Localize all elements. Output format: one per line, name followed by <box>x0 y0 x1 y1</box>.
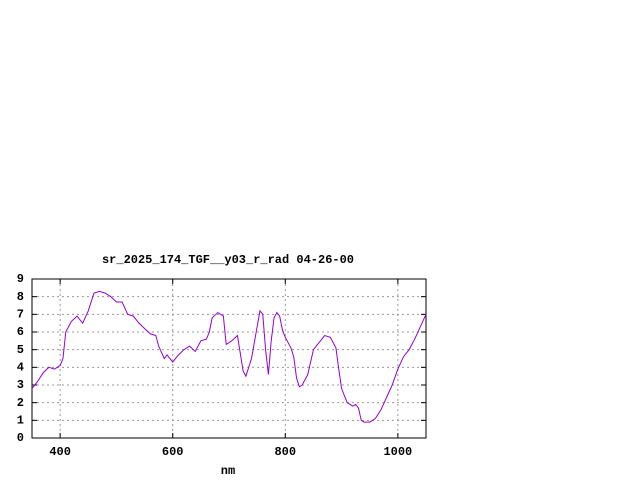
y-tick-label: 3 <box>17 378 24 392</box>
x-tick-label: 800 <box>274 445 296 459</box>
y-tick-label: 9 <box>17 272 24 286</box>
y-tick-label: 5 <box>17 343 24 357</box>
x-axis-label: nm <box>221 464 235 478</box>
plot-frame <box>31 278 427 439</box>
y-tick-label: 7 <box>17 308 24 322</box>
y-tick-label: 8 <box>17 290 24 304</box>
x-tick-label: 600 <box>162 445 184 459</box>
x-tick-label: 1000 <box>383 445 412 459</box>
x-tick-label: 400 <box>49 445 71 459</box>
y-tick-label: 2 <box>17 396 24 410</box>
chart-title: sr_2025_174_TGF__y03_r_rad 04-26-00 <box>102 253 354 267</box>
y-tick-label: 1 <box>17 414 24 428</box>
y-tick-label: 4 <box>17 361 24 375</box>
y-tick-label: 0 <box>17 431 24 445</box>
y-tick-label: 6 <box>17 325 24 339</box>
data-line <box>31 290 427 423</box>
